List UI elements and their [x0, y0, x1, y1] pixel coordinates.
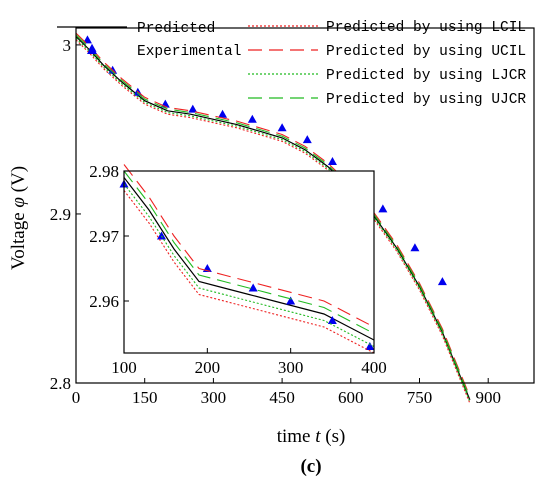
x-axis-title-prefix: time	[277, 426, 316, 447]
experimental-marker	[82, 35, 92, 44]
experimental-marker	[247, 114, 257, 123]
x-tick-label: 900	[475, 388, 501, 407]
y-tick-label: 3	[63, 36, 72, 55]
x-tick-label: 450	[269, 388, 295, 407]
inset-y-tick-label: 2.96	[89, 292, 119, 311]
series-line-predicted-by-using-ucil	[75, 32, 471, 397]
inset-y-tick-label: 2.98	[89, 162, 119, 181]
legend-label-predicted-by-using-ljcr: Predicted by using LJCR	[326, 68, 526, 84]
x-tick-label: 750	[407, 388, 433, 407]
x-tick-label: 150	[132, 388, 158, 407]
inset-axes-frame	[123, 170, 375, 354]
x-axis-title-symbol: t	[315, 426, 321, 447]
inset-plot: 100 200 300 400 2.96 2.97 2.98	[89, 162, 387, 377]
series-line-predicted-by-using-ljcr	[75, 37, 471, 402]
experimental-marker	[218, 109, 228, 118]
legend-swatch-experimental	[87, 45, 97, 54]
legend: Predicted Experimental Predicted by using …	[57, 20, 526, 108]
inset-experimental-marker	[286, 296, 296, 305]
experimental-marker	[277, 123, 287, 132]
series-line-predicted	[75, 36, 471, 401]
series-line-predicted-by-using-ujcr	[75, 34, 471, 399]
inset-plot-area	[124, 171, 374, 353]
axes-frame	[75, 27, 535, 384]
inset-x-tick-label: 400	[361, 358, 387, 377]
y-tick-label: 2.9	[50, 205, 71, 224]
x-tick-label: 600	[338, 388, 364, 407]
series-line-predicted-by-using-lcil	[75, 39, 471, 404]
inset-series-line-predicted-by-using-ucil	[123, 164, 375, 328]
inset-series-line-predicted-by-using-ujcr	[123, 170, 375, 334]
experimental-marker	[378, 204, 388, 213]
y-axis-title: Voltage φ (V)	[8, 166, 29, 270]
inset-experimental-marker	[327, 316, 337, 324]
experimental-marker	[302, 135, 312, 144]
x-tick-label: 300	[201, 388, 227, 407]
inset-x-tick-label: 200	[195, 358, 221, 377]
axis-titles: time t (s) Voltage φ (V) (c)	[8, 166, 345, 477]
inset-experimental-marker	[157, 231, 166, 240]
legend-label-predicted-by-using-ujcr: Predicted by using UJCR	[326, 92, 526, 108]
experimental-marker	[188, 104, 198, 113]
legend-label-predicted-by-using-ucil: Predicted by using UCIL	[326, 44, 526, 60]
legend-label-predicted-by-using-lcil: Predicted by using LCIL	[326, 20, 526, 36]
x-tick-label: 0	[72, 388, 81, 407]
panel-label: (c)	[300, 456, 321, 477]
y-axis-title-prefix: Voltage	[8, 208, 29, 270]
x-axis-title: time t (s)	[277, 426, 346, 447]
inset-x-tick-label: 100	[111, 358, 137, 377]
legend-label-predicted: Predicted	[137, 21, 215, 37]
inset-experimental-marker	[248, 283, 258, 292]
legend-label-experimental: Experimental	[137, 44, 241, 60]
experimental-marker	[437, 277, 447, 286]
y-axis-title-suffix: (V)	[8, 166, 29, 197]
experimental-marker	[410, 243, 420, 252]
y-axis-title-symbol: φ	[8, 197, 29, 208]
inset-experimental-marker	[365, 342, 375, 350]
x-axis-title-suffix: (s)	[321, 426, 346, 447]
experimental-marker	[327, 157, 337, 166]
y-tick-label: 2.8	[50, 374, 71, 393]
inset-x-tick-label: 300	[278, 358, 304, 377]
inset-y-tick-label: 2.97	[89, 227, 119, 246]
